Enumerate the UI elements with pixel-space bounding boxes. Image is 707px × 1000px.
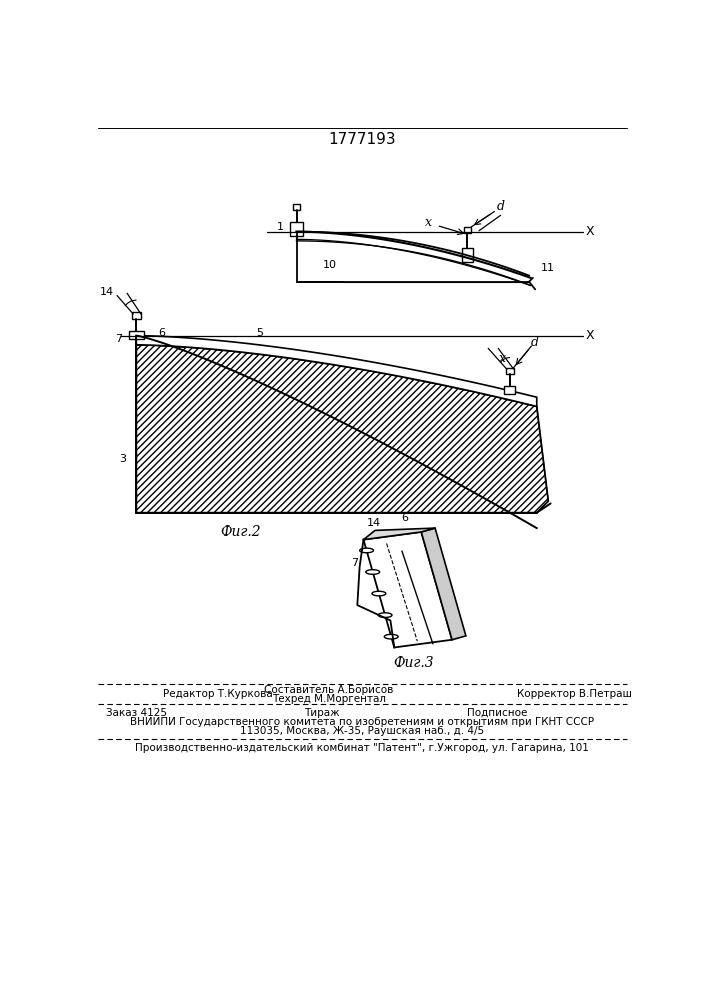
Polygon shape — [136, 345, 549, 513]
Polygon shape — [363, 528, 435, 540]
Bar — [504, 386, 515, 394]
Text: X: X — [585, 225, 594, 238]
Text: 14: 14 — [100, 287, 114, 297]
Text: 11: 11 — [541, 263, 554, 273]
Polygon shape — [136, 336, 537, 406]
Ellipse shape — [385, 634, 398, 639]
Text: 7: 7 — [115, 334, 122, 344]
Text: 113035, Москва, Ж-35, Раушская наб., д. 4/5: 113035, Москва, Ж-35, Раушская наб., д. … — [240, 726, 484, 736]
Text: X: X — [585, 329, 594, 342]
Text: 10: 10 — [322, 260, 337, 270]
Bar — [132, 312, 141, 319]
Text: Фиг.3: Фиг.3 — [393, 656, 434, 670]
Text: Производственно-издательский комбинат "Патент", г.Ужгород, ул. Гагарина, 101: Производственно-издательский комбинат "П… — [135, 743, 589, 753]
Text: Заказ 4125: Заказ 4125 — [105, 708, 167, 718]
Bar — [129, 331, 144, 339]
Text: Составитель А.Борисов: Составитель А.Борисов — [264, 685, 394, 695]
Polygon shape — [421, 528, 466, 640]
Text: x: x — [426, 216, 433, 229]
Ellipse shape — [366, 570, 380, 574]
Ellipse shape — [378, 613, 392, 617]
Bar — [464, 227, 472, 233]
Bar — [293, 204, 300, 210]
Text: Тираж: Тираж — [304, 708, 340, 718]
Text: d: d — [531, 336, 539, 349]
Text: Техред М.Моргентал: Техред М.Моргентал — [272, 694, 386, 704]
Text: 1: 1 — [277, 222, 284, 232]
Text: Фиг.2: Фиг.2 — [220, 525, 261, 539]
Text: 5: 5 — [256, 328, 263, 338]
Polygon shape — [363, 532, 452, 647]
Bar — [291, 222, 303, 236]
Text: 3: 3 — [119, 454, 126, 464]
Text: Корректор В.Петраш: Корректор В.Петраш — [518, 689, 633, 699]
Text: d: d — [496, 200, 505, 213]
Bar — [506, 368, 514, 374]
Text: Подписное: Подписное — [467, 708, 528, 718]
Text: Редактор Т.Куркова: Редактор Т.Куркова — [163, 689, 273, 699]
Bar — [462, 248, 473, 262]
Text: 14: 14 — [366, 518, 380, 528]
Text: 6: 6 — [158, 328, 165, 338]
Text: 6: 6 — [401, 513, 408, 523]
Text: x: x — [498, 352, 506, 365]
Ellipse shape — [360, 548, 373, 553]
Text: ВНИИПИ Государственного комитета по изобретениям и открытиям при ГКНТ СССР: ВНИИПИ Государственного комитета по изоб… — [130, 717, 594, 727]
Text: 7: 7 — [351, 558, 358, 568]
Text: 1777193: 1777193 — [328, 132, 396, 147]
Ellipse shape — [372, 591, 386, 596]
